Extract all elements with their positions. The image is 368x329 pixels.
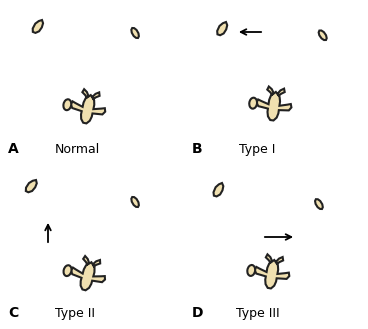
Polygon shape [131,28,139,38]
Polygon shape [319,31,327,40]
Text: Type I: Type I [239,143,275,156]
Text: D: D [192,306,204,320]
Polygon shape [33,20,43,33]
Polygon shape [255,254,289,289]
Ellipse shape [247,265,255,276]
Text: Normal: Normal [55,143,100,156]
Polygon shape [26,180,37,192]
Polygon shape [71,89,105,123]
Polygon shape [315,199,323,209]
Text: A: A [8,142,19,156]
Ellipse shape [249,98,257,109]
Text: B: B [192,142,203,156]
Polygon shape [217,22,227,35]
Text: Type III: Type III [236,307,280,320]
Text: Type II: Type II [55,307,95,320]
Polygon shape [71,256,105,290]
Polygon shape [213,183,223,196]
Text: C: C [8,306,18,320]
Polygon shape [131,197,139,207]
Ellipse shape [63,99,71,110]
Ellipse shape [64,265,71,276]
Polygon shape [256,87,291,120]
